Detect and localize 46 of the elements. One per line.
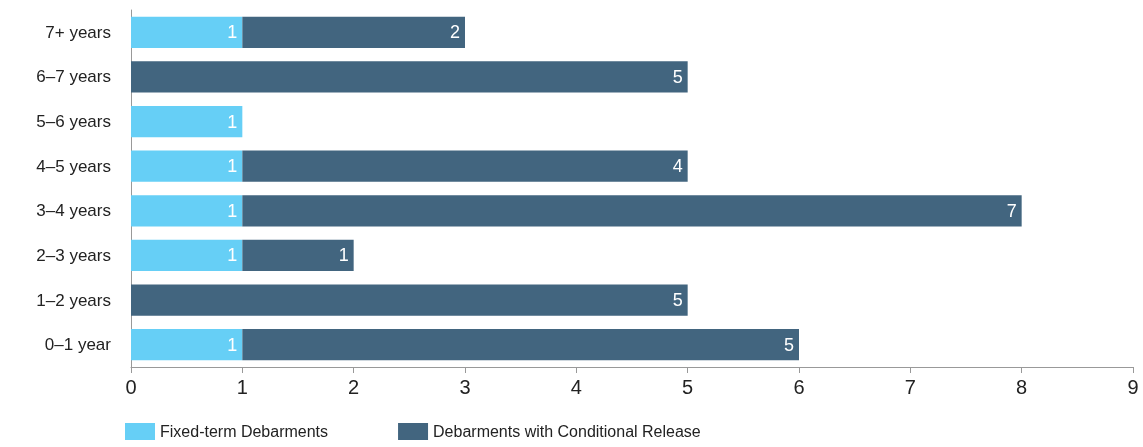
bar (131, 16, 243, 48)
x-tick-label: 6 (793, 376, 805, 398)
bar (242, 195, 1022, 227)
data-label: 1 (227, 245, 238, 266)
x-tick-label: 2 (348, 376, 360, 398)
data-label: 1 (227, 156, 238, 177)
data-label: 5 (672, 290, 683, 311)
bar (131, 195, 243, 227)
data-label: 1 (227, 200, 238, 221)
x-tick-label: 4 (570, 376, 582, 398)
x-tick-label: 3 (459, 376, 471, 398)
bar (131, 284, 688, 316)
legend-label: Fixed-term Debarments (160, 423, 329, 440)
bar (131, 105, 243, 138)
x-tick-label: 1 (236, 376, 248, 398)
bar (242, 16, 465, 48)
data-label: 1 (227, 334, 238, 355)
bar (242, 150, 688, 182)
legend-label: Debarments with Conditional Release (433, 423, 701, 440)
x-tick-label: 5 (682, 376, 694, 398)
y-tick-label: 3–4 years (36, 201, 111, 221)
data-label: 5 (672, 66, 683, 87)
y-tick-label: 4–5 years (36, 156, 111, 176)
bar (131, 150, 243, 182)
data-label: 1 (227, 111, 238, 132)
x-tick-label: 0 (125, 376, 137, 398)
data-label: 1 (338, 245, 349, 266)
x-tick-label: 9 (1127, 376, 1139, 398)
y-tick-label: 0–1 year (44, 335, 112, 355)
bar (131, 329, 243, 361)
bar (242, 329, 799, 361)
y-tick-label: 7+ years (45, 22, 111, 42)
x-tick-label: 7 (904, 376, 916, 398)
y-tick-label: 2–3 years (36, 245, 111, 265)
data-label: 7 (1006, 200, 1017, 221)
y-tick-label: 1–2 years (36, 290, 111, 310)
data-label: 2 (449, 22, 460, 43)
bar (242, 239, 354, 272)
bar (131, 61, 688, 93)
y-tick-label: 5–6 years (36, 112, 111, 132)
bar (131, 239, 243, 272)
y-tick-label: 6–7 years (36, 67, 111, 87)
data-label: 1 (227, 22, 238, 43)
data-label: 5 (783, 334, 794, 355)
data-label: 4 (672, 156, 683, 177)
x-tick-label: 8 (1016, 376, 1028, 398)
